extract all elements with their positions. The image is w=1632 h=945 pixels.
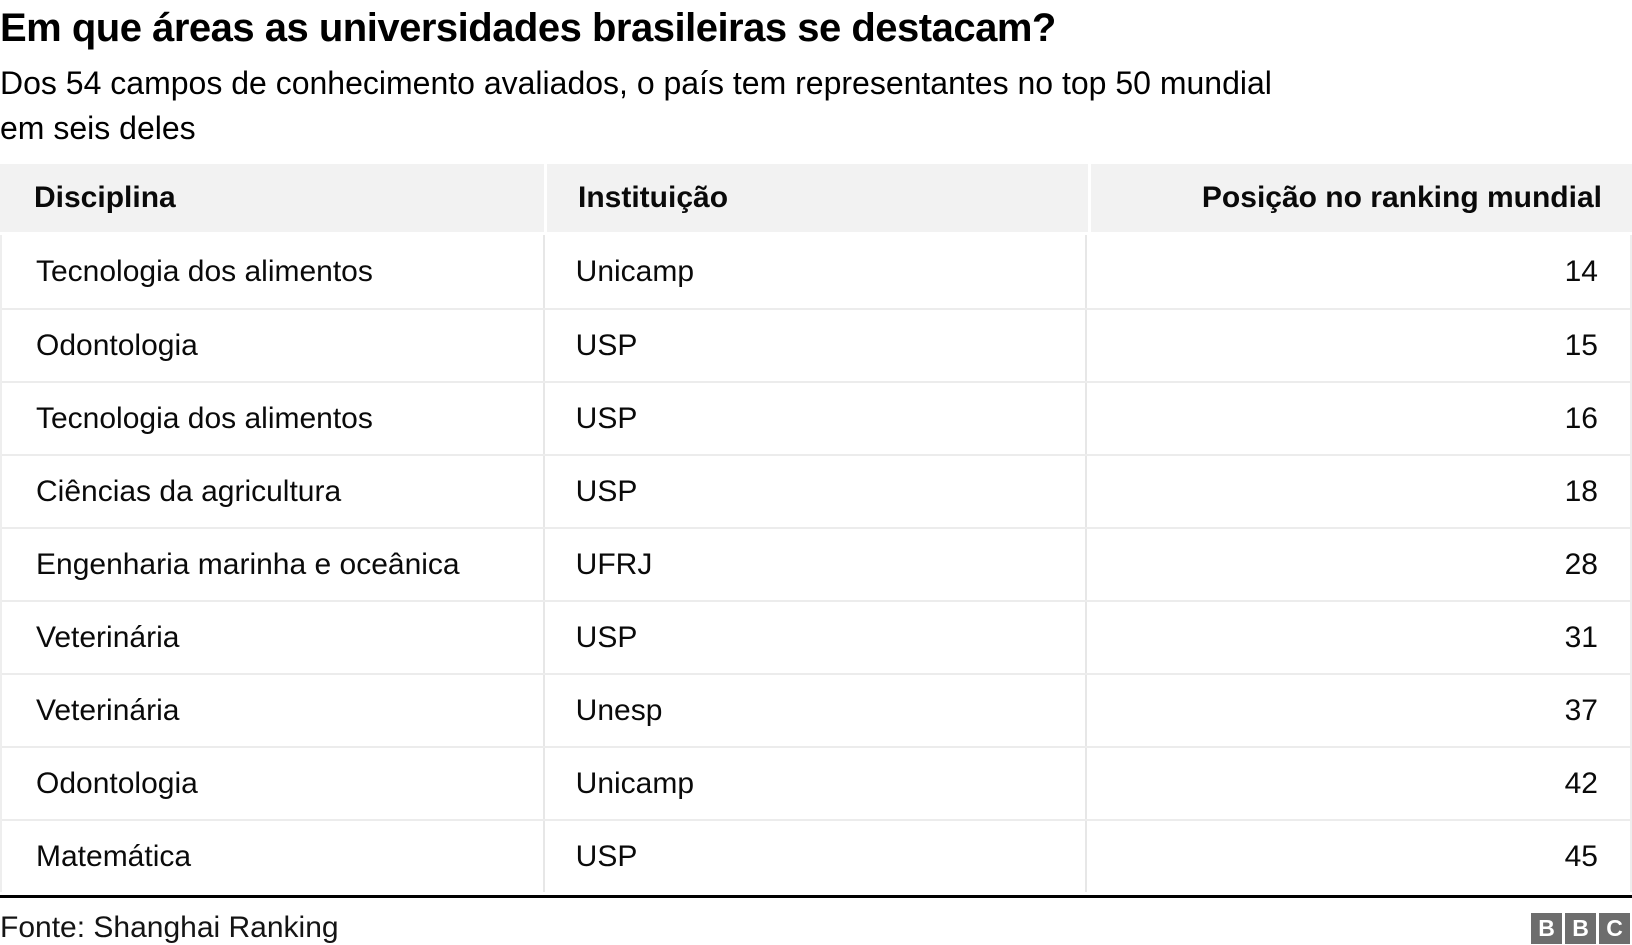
bbc-logo-letter: B [1565, 912, 1596, 944]
table-body: Tecnologia dos alimentos Unicamp 14 Odon… [0, 235, 1632, 892]
cell-posicao: 28 [1564, 547, 1598, 581]
bbc-logo: B B C [1531, 912, 1632, 944]
column-header-posicao: Posição no ranking mundial [1088, 164, 1632, 232]
chart-subtitle: Dos 54 campos de conhecimento avaliados,… [0, 65, 1272, 146]
ranking-table: Disciplina Instituição Posição no rankin… [0, 164, 1632, 892]
table-row: Tecnologia dos alimentos Unicamp 14 [2, 235, 1630, 308]
cell-posicao: 31 [1564, 620, 1598, 654]
table-row: Matemática USP 45 [2, 819, 1630, 892]
cell-disciplina: Engenharia marinha e oceânica [2, 529, 545, 600]
cell-disciplina: Tecnologia dos alimentos [2, 235, 545, 308]
cell-disciplina: Odontologia [2, 748, 545, 819]
cell-posicao: 14 [1564, 254, 1598, 288]
table-row: Veterinária Unesp 37 [2, 673, 1630, 746]
column-header-disciplina: Disciplina [0, 164, 544, 232]
cell-disciplina: Ciências da agricultura [2, 456, 545, 527]
cell-disciplina: Veterinária [2, 675, 545, 746]
cell-posicao: 42 [1564, 766, 1598, 800]
cell-instituicao: USP [545, 310, 1088, 381]
table-row: Odontologia USP 15 [2, 308, 1630, 381]
chart-header: Em que áreas as universidades brasileira… [0, 0, 1632, 151]
table-row: Engenharia marinha e oceânica UFRJ 28 [2, 527, 1630, 600]
cell-disciplina: Tecnologia dos alimentos [2, 383, 545, 454]
cell-instituicao: Unicamp [545, 235, 1088, 308]
cell-instituicao: Unesp [545, 675, 1088, 746]
cell-posicao: 15 [1564, 328, 1598, 362]
table-row: Veterinária USP 31 [2, 600, 1630, 673]
cell-posicao: 37 [1564, 693, 1598, 727]
cell-disciplina: Matemática [2, 821, 545, 892]
column-header-instituicao: Instituição [544, 164, 1088, 232]
cell-instituicao: Unicamp [545, 748, 1088, 819]
bbc-logo-letter: B [1531, 912, 1562, 944]
table-row: Ciências da agricultura USP 18 [2, 454, 1630, 527]
cell-instituicao: USP [545, 383, 1088, 454]
table-header-row: Disciplina Instituição Posição no rankin… [0, 164, 1632, 232]
chart-title: Em que áreas as universidades brasileira… [0, 6, 1056, 50]
bbc-logo-letter: C [1599, 912, 1630, 944]
source-credit: Fonte: Shanghai Ranking [0, 911, 339, 944]
table-row: Odontologia Unicamp 42 [2, 746, 1630, 819]
cell-posicao: 45 [1564, 839, 1598, 873]
cell-disciplina: Odontologia [2, 310, 545, 381]
cell-posicao: 16 [1564, 401, 1598, 435]
cell-posicao: 18 [1564, 474, 1598, 508]
cell-instituicao: UFRJ [545, 529, 1088, 600]
cell-instituicao: USP [545, 602, 1088, 673]
table-row: Tecnologia dos alimentos USP 16 [2, 381, 1630, 454]
cell-instituicao: USP [545, 456, 1088, 527]
cell-instituicao: USP [545, 821, 1088, 892]
cell-disciplina: Veterinária [2, 602, 545, 673]
